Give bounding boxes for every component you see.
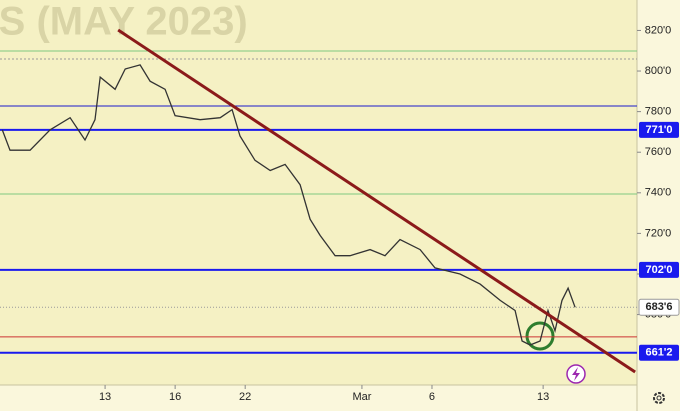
y-axis-area [637, 0, 680, 411]
x-tick-label: Mar [352, 391, 371, 403]
x-tick-label: 6 [429, 391, 435, 403]
chart-title: ES (MAY 2023) [0, 0, 248, 44]
level-label-box [639, 344, 679, 361]
y-tick-label: 720'0 [645, 227, 672, 239]
level-label: 702'0 [645, 264, 672, 276]
x-tick-label: 22 [239, 391, 251, 403]
plot-area [0, 0, 637, 385]
y-tick-label: 760'0 [645, 146, 672, 158]
y-tick-label: 820'0 [645, 24, 672, 36]
y-tick-label: 800'0 [645, 65, 672, 77]
x-tick-label: 13 [537, 391, 549, 403]
level-label-box [639, 261, 679, 278]
level-label: 771'0 [645, 124, 672, 136]
level-label: 661'2 [645, 347, 672, 359]
y-tick-label: 780'0 [645, 106, 672, 118]
x-axis-area [0, 385, 637, 411]
lightning-icon[interactable] [566, 364, 586, 384]
last-price-box [638, 298, 680, 316]
level-label-box [639, 121, 679, 138]
y-tick-label: 740'0 [645, 187, 672, 199]
settings-icon[interactable] [653, 392, 665, 404]
x-tick-label: 16 [169, 391, 181, 403]
price-line [1, 64, 576, 346]
trend-line [117, 28, 636, 374]
x-tick-label: 13 [99, 391, 111, 403]
last-price-label: 683'6 [645, 301, 672, 313]
highlight-circle [525, 321, 555, 351]
